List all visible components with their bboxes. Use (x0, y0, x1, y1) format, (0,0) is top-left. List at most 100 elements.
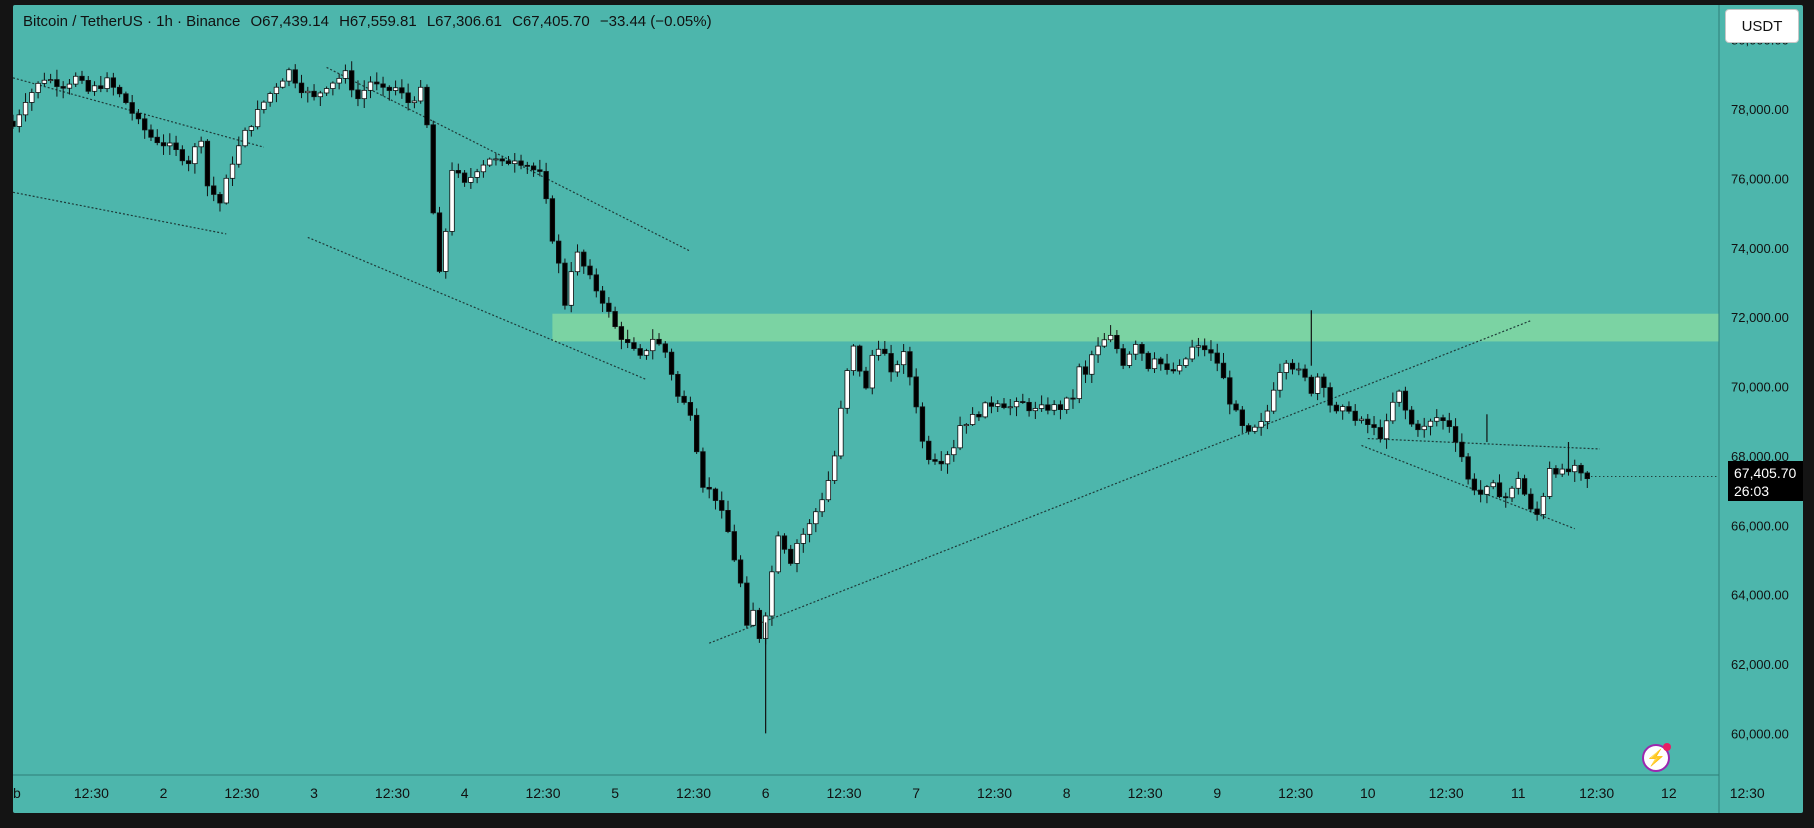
candle[interactable] (1409, 406, 1415, 427)
candle[interactable] (625, 329, 631, 349)
candle[interactable] (1239, 406, 1245, 433)
candle[interactable] (1521, 474, 1528, 496)
candle[interactable] (185, 155, 192, 172)
candle[interactable] (800, 528, 806, 553)
candle[interactable] (1515, 471, 1521, 495)
candle[interactable] (85, 76, 91, 95)
candle[interactable] (411, 96, 418, 109)
candle[interactable] (1101, 333, 1107, 348)
candle[interactable] (305, 86, 311, 103)
candle[interactable] (123, 91, 129, 105)
candle[interactable] (844, 368, 850, 414)
candle[interactable] (831, 450, 838, 484)
candle[interactable] (192, 143, 198, 174)
candle[interactable] (1383, 413, 1390, 449)
candle[interactable] (988, 396, 995, 414)
candle[interactable] (681, 390, 687, 405)
candle[interactable] (349, 61, 355, 98)
candle[interactable] (794, 539, 800, 573)
candle[interactable] (1434, 409, 1440, 427)
candle[interactable] (869, 349, 875, 395)
candle[interactable] (1471, 473, 1478, 496)
trendline-2[interactable] (13, 191, 227, 235)
candle[interactable] (1045, 397, 1051, 415)
candle[interactable] (549, 195, 556, 244)
candle[interactable] (1252, 424, 1258, 434)
candle[interactable] (47, 73, 54, 84)
candle[interactable] (963, 423, 970, 434)
lightning-bolt-icon[interactable]: ⚡ (1642, 743, 1671, 772)
candle[interactable] (443, 228, 449, 279)
candle[interactable] (1208, 340, 1214, 361)
candle[interactable] (1145, 351, 1151, 372)
candle[interactable] (424, 84, 430, 128)
candle[interactable] (687, 396, 694, 421)
candle[interactable] (1038, 395, 1045, 412)
candle[interactable] (211, 176, 217, 202)
candle[interactable] (1459, 433, 1465, 462)
currency-button[interactable]: USDT (1725, 9, 1799, 43)
candle[interactable] (110, 72, 117, 96)
candle[interactable] (900, 344, 907, 374)
candle[interactable] (1528, 488, 1534, 513)
candle[interactable] (1490, 479, 1496, 490)
candle[interactable] (894, 360, 901, 377)
candle[interactable] (819, 492, 825, 517)
candle[interactable] (650, 329, 656, 360)
candle[interactable] (543, 162, 549, 204)
candle[interactable] (173, 135, 179, 156)
candle[interactable] (530, 162, 537, 177)
candle[interactable] (612, 306, 618, 329)
candle[interactable] (1057, 400, 1064, 420)
candle[interactable] (1020, 393, 1026, 404)
candle[interactable] (336, 73, 342, 90)
candle[interactable] (1245, 423, 1252, 435)
candle[interactable] (781, 533, 788, 554)
candle[interactable] (1421, 417, 1427, 438)
candle[interactable] (16, 109, 22, 133)
candle[interactable] (254, 100, 261, 130)
candle[interactable] (888, 344, 894, 382)
candle[interactable] (512, 153, 518, 173)
candle[interactable] (1176, 359, 1183, 375)
candle[interactable] (1164, 353, 1170, 375)
candle[interactable] (261, 100, 267, 114)
candle[interactable] (66, 78, 73, 95)
candle[interactable] (399, 79, 405, 99)
trendline-6[interactable] (1367, 437, 1600, 450)
candle[interactable] (1189, 339, 1195, 363)
candle[interactable] (656, 333, 662, 346)
candle[interactable] (292, 64, 298, 89)
candle[interactable] (562, 258, 568, 310)
candle[interactable] (857, 344, 863, 377)
candle[interactable] (737, 555, 744, 588)
candle[interactable] (1264, 404, 1271, 430)
candle[interactable] (499, 156, 505, 166)
candle[interactable] (637, 344, 643, 359)
candle[interactable] (1051, 400, 1057, 416)
candle[interactable] (455, 163, 461, 178)
candle[interactable] (1478, 480, 1484, 503)
candle[interactable] (1484, 485, 1490, 504)
candle[interactable] (1277, 363, 1283, 398)
candle[interactable] (1452, 418, 1459, 452)
candle[interactable] (1202, 338, 1208, 357)
candle[interactable] (154, 129, 160, 146)
candle[interactable] (719, 491, 725, 519)
candle[interactable] (236, 136, 242, 168)
candle[interactable] (242, 127, 248, 148)
candle[interactable] (744, 576, 750, 628)
candle[interactable] (1352, 404, 1358, 426)
candle[interactable] (374, 72, 380, 91)
candle[interactable] (468, 167, 474, 189)
candle[interactable] (606, 297, 612, 318)
candle[interactable] (951, 439, 957, 462)
candle[interactable] (1509, 486, 1515, 503)
candle[interactable] (850, 344, 857, 376)
candle[interactable] (957, 416, 963, 451)
candle[interactable] (1133, 340, 1139, 360)
candle[interactable] (148, 124, 154, 142)
candle[interactable] (487, 157, 493, 167)
candle[interactable] (1283, 360, 1289, 380)
candle[interactable] (342, 64, 349, 84)
